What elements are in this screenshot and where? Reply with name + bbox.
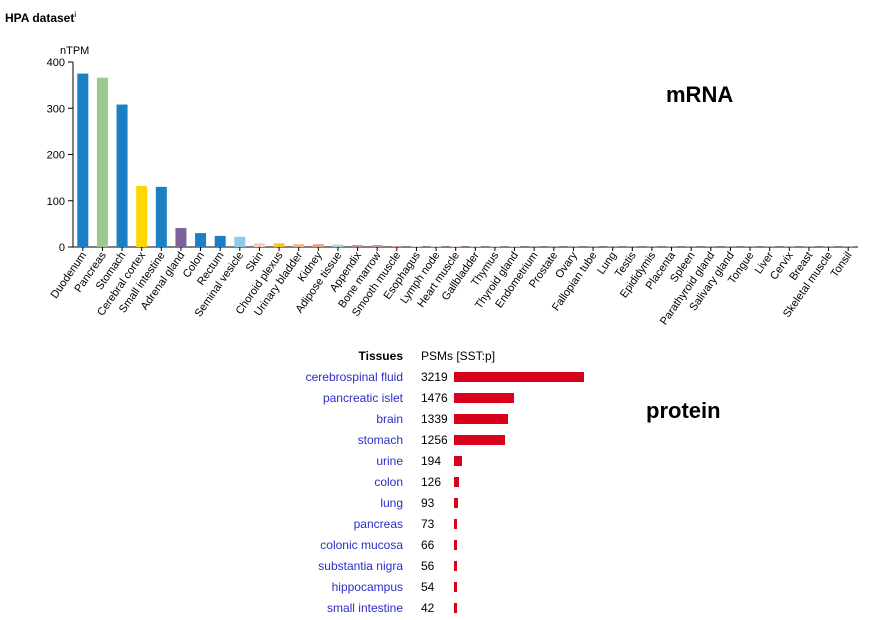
bar xyxy=(332,244,344,247)
psm-bar xyxy=(454,603,457,613)
tissue-link[interactable]: lung xyxy=(380,496,403,510)
tissues-column-header: Tissues xyxy=(358,349,403,363)
mrna-label: mRNA xyxy=(666,82,734,107)
tissue-link[interactable]: pancreatic islet xyxy=(322,391,403,405)
bar xyxy=(77,73,89,247)
psm-bar xyxy=(454,582,457,592)
bar xyxy=(96,77,108,247)
tissue-link[interactable]: small intestine xyxy=(326,601,403,615)
protein-row: small intestine 42 xyxy=(0,598,700,619)
bar xyxy=(116,104,128,247)
psm-bar xyxy=(454,435,505,445)
protein-row: hippocampus 54 xyxy=(0,577,700,598)
psm-value: 3219 xyxy=(421,370,448,384)
psm-bar xyxy=(454,456,462,466)
psm-bar xyxy=(454,498,458,508)
bar xyxy=(293,244,305,247)
psm-value: 194 xyxy=(421,454,442,468)
dataset-title-text: HPA dataset xyxy=(5,11,75,25)
protein-row: stomach 1256 xyxy=(0,430,700,451)
protein-label: protein xyxy=(646,398,721,423)
psm-value: 54 xyxy=(421,580,435,594)
y-tick-label: 400 xyxy=(47,57,65,69)
psm-value: 42 xyxy=(421,601,435,615)
tissue-link[interactable]: urine xyxy=(376,454,403,468)
protein-row: cerebrospinal fluid 3219 xyxy=(0,367,700,388)
bar xyxy=(352,245,364,247)
bar xyxy=(273,243,285,247)
protein-row: urine 194 xyxy=(0,451,700,472)
psm-bar xyxy=(454,372,584,382)
psm-value: 93 xyxy=(421,496,435,510)
psm-bar xyxy=(454,540,457,550)
bar xyxy=(371,245,383,247)
tissue-link[interactable]: substantia nigra xyxy=(318,559,403,573)
y-tick-label: 0 xyxy=(59,242,65,254)
psm-value: 1476 xyxy=(421,391,448,405)
psm-bar xyxy=(454,561,457,571)
psm-value: 66 xyxy=(421,538,435,552)
bar xyxy=(214,235,226,247)
tissue-link[interactable]: cerebrospinal fluid xyxy=(305,370,403,384)
mrna-bar-chart: 0100200300400nTPMDuodenumPancreasStomach… xyxy=(47,45,858,327)
bar xyxy=(175,228,187,247)
bar xyxy=(253,243,265,247)
psm-value: 126 xyxy=(421,475,442,489)
psm-value: 73 xyxy=(421,517,435,531)
y-tick-label: 300 xyxy=(47,103,65,115)
protein-row: brain 1339 xyxy=(0,409,700,430)
psm-bar xyxy=(454,519,457,529)
bar xyxy=(155,186,167,247)
protein-row: substantia nigra 56 xyxy=(0,556,700,577)
x-tick-label: Tonsil xyxy=(829,250,855,280)
bar xyxy=(195,233,207,247)
bar xyxy=(136,185,148,247)
bar xyxy=(391,246,403,247)
tissue-link[interactable]: stomach xyxy=(357,433,403,447)
bar xyxy=(312,244,324,247)
tissue-link[interactable]: hippocampus xyxy=(331,580,403,594)
psm-value: 1339 xyxy=(421,412,448,426)
dataset-title: HPA dataseti xyxy=(5,10,76,25)
protein-row: pancreas 73 xyxy=(0,514,700,535)
info-icon[interactable]: i xyxy=(74,10,77,19)
bar xyxy=(234,236,246,247)
protein-row: colon 126 xyxy=(0,472,700,493)
psm-bar xyxy=(454,414,509,424)
protein-row: pancreatic islet 1476 xyxy=(0,388,700,409)
tissue-link[interactable]: brain xyxy=(376,412,403,426)
protein-row: lung 93 xyxy=(0,493,700,514)
psm-bar xyxy=(454,477,460,487)
psm-value: 1256 xyxy=(421,433,448,447)
protein-row: colonic mucosa 66 xyxy=(0,535,700,556)
tissue-link[interactable]: pancreas xyxy=(353,517,403,531)
psms-column-header: PSMs [SST:p] xyxy=(421,349,496,363)
psm-bar xyxy=(454,393,514,403)
psm-value: 56 xyxy=(421,559,435,573)
tissue-link[interactable]: colonic mucosa xyxy=(320,538,403,552)
tissue-link[interactable]: colon xyxy=(374,475,403,489)
y-tick-label: 100 xyxy=(47,196,65,208)
y-tick-label: 200 xyxy=(47,150,65,162)
y-axis-label: nTPM xyxy=(60,45,89,57)
